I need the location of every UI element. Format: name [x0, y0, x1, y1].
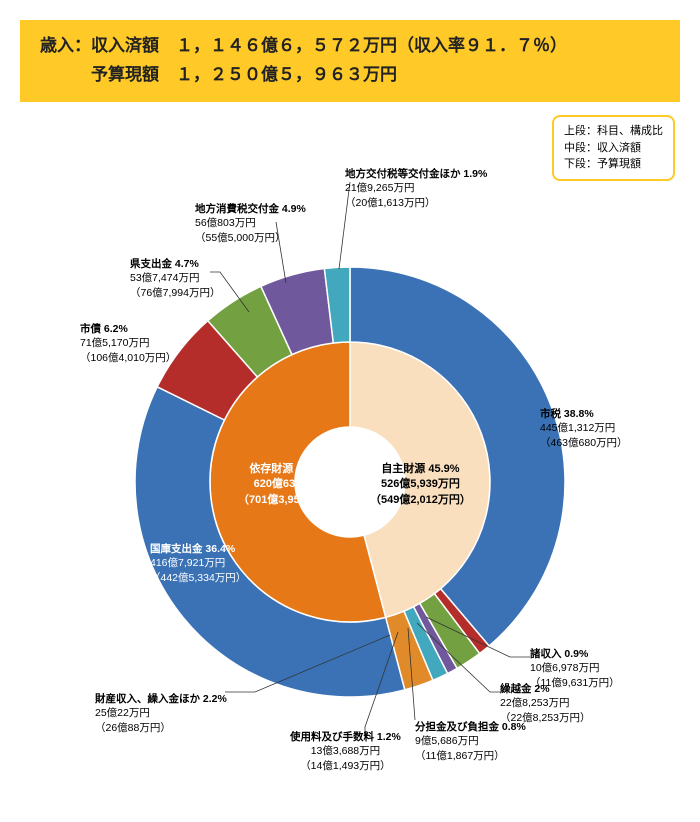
slice-label: 地方消費税交付金 4.9%56億803万円（55億5,000万円）	[195, 202, 306, 246]
header: 歳入：収入済額 １，１４６億６，５７２万円（収入率９１．７％） 予算現額 １，２…	[20, 20, 680, 102]
slice-label: 地方交付税等交付金ほか 1.9%21億9,265万円（20億1,613万円）	[345, 167, 487, 211]
header-line1: 歳入：収入済額 １，１４６億６，５７２万円（収入率９１．７％）	[40, 32, 660, 61]
inner-slice-label: 依存財源 54.1%620億633万円（701億3,951万円）	[238, 462, 339, 508]
slice-label: 市税 38.8%445億1,312万円（463億680万円）	[540, 407, 628, 451]
slice-label: 財産収入、繰入金ほか 2.2%25億22万円（26億88万円）	[95, 692, 227, 736]
slice-label: 使用料及び手数料 1.2%13億3,688万円（14億1,493万円）	[290, 730, 401, 774]
header-line2: 予算現額 １，２５０億５，９６３万円	[40, 61, 660, 90]
slice-label: 国庫支出金 36.4%416億7,921万円（442億5,334万円）	[150, 542, 246, 586]
chart-container: 市税 38.8%445億1,312万円（463億680万円）諸収入 0.9%10…	[20, 122, 680, 802]
slice-label: 分担金及び負担金 0.8%9億5,686万円（11億1,867万円）	[415, 720, 526, 764]
slice-label: 市債 6.2%71億5,170万円（106億4,010万円）	[80, 322, 176, 366]
slice-label: 県支出金 4.7%53億7,474万円（76億7,994万円）	[130, 257, 220, 301]
inner-slice-label: 自主財源 45.9%526億5,939万円（549億2,012万円）	[370, 462, 471, 508]
